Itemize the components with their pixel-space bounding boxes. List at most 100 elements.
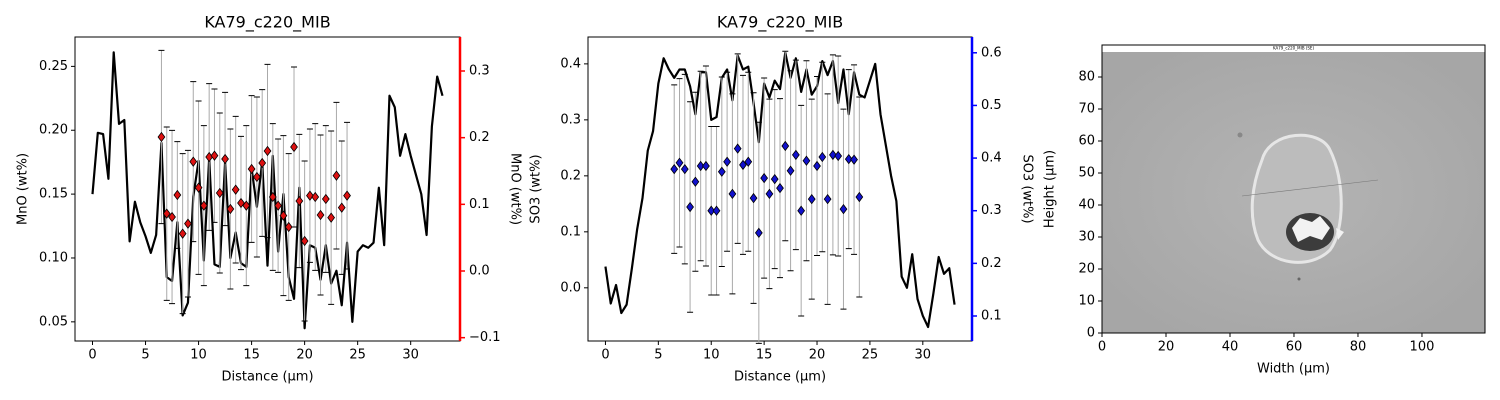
y-tick-label: 60 (1078, 134, 1095, 149)
error-cap (232, 115, 239, 264)
data-point (168, 211, 176, 223)
data-point (263, 145, 272, 157)
y2-tick-label: 0.5 (981, 98, 1002, 113)
error-cap (819, 61, 826, 253)
x-tick-label: 80 (1350, 340, 1367, 355)
data-point (686, 201, 694, 213)
y-axis-label: Height (µm) (1043, 150, 1058, 228)
data-point (723, 156, 731, 167)
y2-axis-label: MnO (wt%) (508, 153, 523, 225)
data-point (268, 191, 277, 203)
error-cap (845, 69, 852, 250)
data-point (284, 221, 293, 233)
x-tick-label: 30 (915, 348, 932, 363)
error-cap (328, 130, 335, 305)
y-tick-label: 0.25 (39, 59, 68, 74)
data-point (221, 153, 229, 165)
data-point (337, 202, 346, 213)
data-point (274, 200, 282, 211)
error-cap (338, 140, 345, 275)
x-tick-label: 20 (809, 348, 826, 363)
y2-tick-label: 0.1 (981, 308, 1002, 323)
error-cap (808, 98, 815, 300)
data-point (258, 157, 267, 169)
x-tick-label: 10 (703, 348, 720, 363)
error-cap (169, 129, 176, 305)
error-cap (771, 89, 778, 270)
error-cap (782, 50, 789, 242)
data-point (173, 189, 182, 201)
data-point (194, 182, 203, 193)
error-cap (708, 125, 715, 296)
error-cap (163, 126, 170, 301)
error-cap (697, 70, 704, 262)
data-point (199, 200, 208, 211)
data-point (327, 212, 336, 223)
error-cap (285, 153, 292, 301)
error-cap (237, 135, 244, 271)
y2-axis-label: SO3 (wt%) (1020, 154, 1035, 223)
error-cap (195, 100, 202, 275)
x-tick-label: 20 (1158, 340, 1175, 355)
x-tick-label: 0 (88, 348, 96, 363)
data-point (712, 205, 721, 216)
data-point (770, 173, 779, 185)
pit (1237, 132, 1243, 138)
y2-tick-label: 0.3 (981, 203, 1002, 218)
y-axis-label: SO3 (wt%) (529, 154, 544, 223)
data-point (210, 150, 219, 161)
data-point (247, 163, 256, 175)
y-tick-label: 0.05 (39, 314, 68, 329)
data-point (157, 131, 166, 143)
error-cap (824, 93, 831, 305)
error-cap (724, 71, 731, 252)
image-title: KA79_c220_MIB (SE) (1273, 46, 1314, 51)
error-cap (216, 112, 223, 274)
data-point (754, 227, 763, 238)
error-cap (269, 123, 276, 271)
error-cap (306, 128, 313, 263)
y-tick-label: 0.1 (560, 224, 581, 239)
data-point (237, 197, 245, 209)
data-point (850, 154, 858, 165)
data-point (733, 143, 742, 154)
data-point (818, 151, 827, 163)
error-cap (692, 91, 699, 272)
data-point (680, 163, 689, 175)
x-axis-label: Distance (µm) (734, 370, 826, 385)
data-point (739, 159, 747, 171)
x-tick-label: 0 (601, 348, 609, 363)
error-cap (729, 93, 736, 295)
x-axis-label: Width (µm) (1257, 362, 1330, 377)
y2-tick-label: 0.2 (981, 256, 1002, 271)
error-cap (253, 96, 260, 258)
error-cap (702, 65, 709, 267)
error-cap (301, 160, 308, 322)
error-cap (734, 53, 741, 244)
data-point (691, 176, 700, 187)
data-point (290, 141, 298, 153)
data-point (306, 190, 314, 201)
y-tick-label: 0.3 (560, 112, 581, 127)
y-tick-label: 50 (1078, 166, 1095, 181)
x-tick-label: 20 (296, 348, 313, 363)
y-tick-label: 80 (1078, 70, 1095, 85)
data-point (844, 153, 853, 165)
error-cap (803, 60, 810, 262)
y-tick-label: 0.2 (560, 168, 581, 183)
error-cap (671, 84, 678, 254)
error-cap (755, 121, 762, 344)
data-point (797, 205, 806, 216)
chart-title: KA79_c220_MIB (204, 13, 330, 33)
error-cap (856, 96, 863, 298)
y2-tick-label: 0.6 (981, 45, 1002, 60)
error-cap (200, 125, 207, 287)
data-point (728, 188, 737, 200)
data-point (839, 203, 848, 215)
error-cap (766, 98, 773, 290)
data-point (321, 193, 330, 205)
data-point (823, 193, 832, 205)
data-point (829, 149, 837, 161)
data-point (215, 187, 224, 199)
